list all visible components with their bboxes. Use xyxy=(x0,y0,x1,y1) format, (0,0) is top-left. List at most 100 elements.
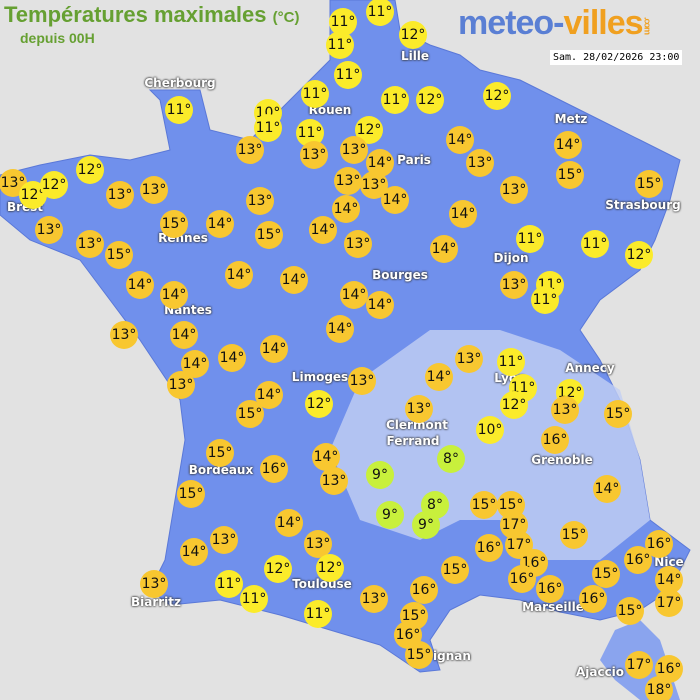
temperature-marker[interactable]: 13° xyxy=(140,570,168,598)
temperature-marker[interactable]: 11° xyxy=(531,286,559,314)
temperature-marker[interactable]: 14° xyxy=(180,538,208,566)
temperature-marker[interactable]: 14° xyxy=(160,281,188,309)
temperature-marker[interactable]: 12° xyxy=(305,390,333,418)
temperature-marker[interactable]: 15° xyxy=(236,400,264,428)
temperature-marker[interactable]: 11° xyxy=(326,31,354,59)
temperature-marker[interactable]: 14° xyxy=(312,443,340,471)
temperature-marker[interactable]: 13° xyxy=(106,181,134,209)
temperature-marker[interactable]: 12° xyxy=(483,82,511,110)
temperature-marker[interactable]: 13° xyxy=(300,141,328,169)
temperature-marker[interactable]: 14° xyxy=(309,216,337,244)
temperature-marker[interactable]: 13° xyxy=(466,149,494,177)
temperature-marker[interactable]: 11° xyxy=(516,225,544,253)
temperature-marker[interactable]: 12° xyxy=(500,391,528,419)
temperature-marker[interactable]: 14° xyxy=(170,321,198,349)
temperature-marker[interactable]: 16° xyxy=(579,585,607,613)
temperature-marker[interactable]: 16° xyxy=(536,575,564,603)
temperature-marker[interactable]: 13° xyxy=(340,136,368,164)
temperature-marker[interactable]: 13° xyxy=(551,396,579,424)
temperature-marker[interactable]: 14° xyxy=(449,200,477,228)
temperature-marker[interactable]: 13° xyxy=(167,371,195,399)
temperature-marker[interactable]: 12° xyxy=(416,86,444,114)
temperature-marker[interactable]: 12° xyxy=(625,241,653,269)
temperature-marker[interactable]: 11° xyxy=(497,348,525,376)
temperature-marker[interactable]: 11° xyxy=(215,570,243,598)
temperature-marker[interactable]: 15° xyxy=(405,641,433,669)
temperature-marker[interactable]: 14° xyxy=(366,291,394,319)
temperature-marker[interactable]: 11° xyxy=(301,80,329,108)
temperature-marker[interactable]: 13° xyxy=(304,530,332,558)
temperature-marker[interactable]: 15° xyxy=(255,221,283,249)
temperature-marker[interactable]: 9° xyxy=(376,501,404,529)
temperature-marker[interactable]: 11° xyxy=(165,96,193,124)
temperature-marker[interactable]: 14° xyxy=(275,509,303,537)
temperature-marker[interactable]: 11° xyxy=(381,86,409,114)
temperature-marker[interactable]: 15° xyxy=(206,439,234,467)
temperature-marker[interactable]: 14° xyxy=(554,131,582,159)
temperature-marker[interactable]: 13° xyxy=(246,187,274,215)
temperature-marker[interactable]: 13° xyxy=(210,526,238,554)
temperature-marker[interactable]: 16° xyxy=(410,576,438,604)
temperature-marker[interactable]: 14° xyxy=(206,210,234,238)
temperature-marker[interactable]: 12° xyxy=(316,554,344,582)
temperature-marker[interactable]: 13° xyxy=(344,230,372,258)
temperature-marker[interactable]: 15° xyxy=(160,210,188,238)
temperature-marker[interactable]: 15° xyxy=(604,400,632,428)
temperature-marker[interactable]: 14° xyxy=(430,235,458,263)
temperature-marker[interactable]: 13° xyxy=(236,136,264,164)
temperature-marker[interactable]: 9° xyxy=(412,511,440,539)
temperature-marker[interactable]: 16° xyxy=(260,455,288,483)
temperature-marker[interactable]: 17° xyxy=(655,589,683,617)
temperature-marker[interactable]: 14° xyxy=(260,335,288,363)
temperature-marker[interactable]: 15° xyxy=(105,241,133,269)
temperature-marker[interactable]: 15° xyxy=(470,491,498,519)
temperature-marker[interactable]: 14° xyxy=(425,363,453,391)
temperature-marker[interactable]: 14° xyxy=(218,344,246,372)
temperature-marker[interactable]: 11° xyxy=(240,585,268,613)
temperature-marker[interactable]: 11° xyxy=(366,0,394,26)
temperature-marker[interactable]: 13° xyxy=(320,467,348,495)
temperature-marker[interactable]: 13° xyxy=(500,271,528,299)
temperature-marker[interactable]: 16° xyxy=(475,534,503,562)
temperature-marker[interactable]: 13° xyxy=(500,176,528,204)
temperature-marker[interactable]: 13° xyxy=(334,167,362,195)
temperature-marker[interactable]: 13° xyxy=(348,367,376,395)
temperature-marker[interactable]: 14° xyxy=(181,350,209,378)
temperature-marker[interactable]: 12° xyxy=(399,21,427,49)
temperature-marker[interactable]: 15° xyxy=(441,556,469,584)
temperature-marker[interactable]: 13° xyxy=(455,345,483,373)
temperature-marker[interactable]: 15° xyxy=(556,161,584,189)
temperature-marker[interactable]: 15° xyxy=(616,597,644,625)
temperature-marker[interactable]: 15° xyxy=(560,521,588,549)
temperature-marker[interactable]: 14° xyxy=(326,315,354,343)
temperature-marker[interactable]: 10° xyxy=(476,416,504,444)
temperature-marker[interactable]: 14° xyxy=(332,195,360,223)
temperature-marker[interactable]: 18° xyxy=(645,676,673,700)
temperature-marker[interactable]: 11° xyxy=(254,114,282,142)
logo[interactable]: meteo-villes.com xyxy=(458,4,653,43)
temperature-marker[interactable]: 14° xyxy=(446,126,474,154)
temperature-marker[interactable]: 17° xyxy=(625,651,653,679)
temperature-marker[interactable]: 8° xyxy=(437,445,465,473)
temperature-marker[interactable]: 14° xyxy=(255,381,283,409)
temperature-marker[interactable]: 13° xyxy=(360,585,388,613)
temperature-marker[interactable]: 13° xyxy=(76,230,104,258)
temperature-marker[interactable]: 16° xyxy=(624,546,652,574)
temperature-marker[interactable]: 16° xyxy=(541,426,569,454)
temperature-marker[interactable]: 13° xyxy=(110,321,138,349)
temperature-marker[interactable]: 12° xyxy=(264,555,292,583)
temperature-marker[interactable]: 14° xyxy=(126,271,154,299)
temperature-marker[interactable]: 14° xyxy=(593,475,621,503)
temperature-marker[interactable]: 15° xyxy=(177,480,205,508)
temperature-marker[interactable]: 16° xyxy=(508,565,536,593)
temperature-marker[interactable]: 14° xyxy=(340,281,368,309)
temperature-marker[interactable]: 12° xyxy=(40,171,68,199)
temperature-marker[interactable]: 11° xyxy=(304,600,332,628)
temperature-marker[interactable]: 11° xyxy=(581,230,609,258)
temperature-marker[interactable]: 16° xyxy=(645,530,673,558)
temperature-marker[interactable]: 14° xyxy=(280,266,308,294)
temperature-marker[interactable]: 11° xyxy=(334,61,362,89)
temperature-marker[interactable]: 13° xyxy=(35,216,63,244)
temperature-marker[interactable]: 9° xyxy=(366,461,394,489)
temperature-marker[interactable]: 15° xyxy=(635,170,663,198)
